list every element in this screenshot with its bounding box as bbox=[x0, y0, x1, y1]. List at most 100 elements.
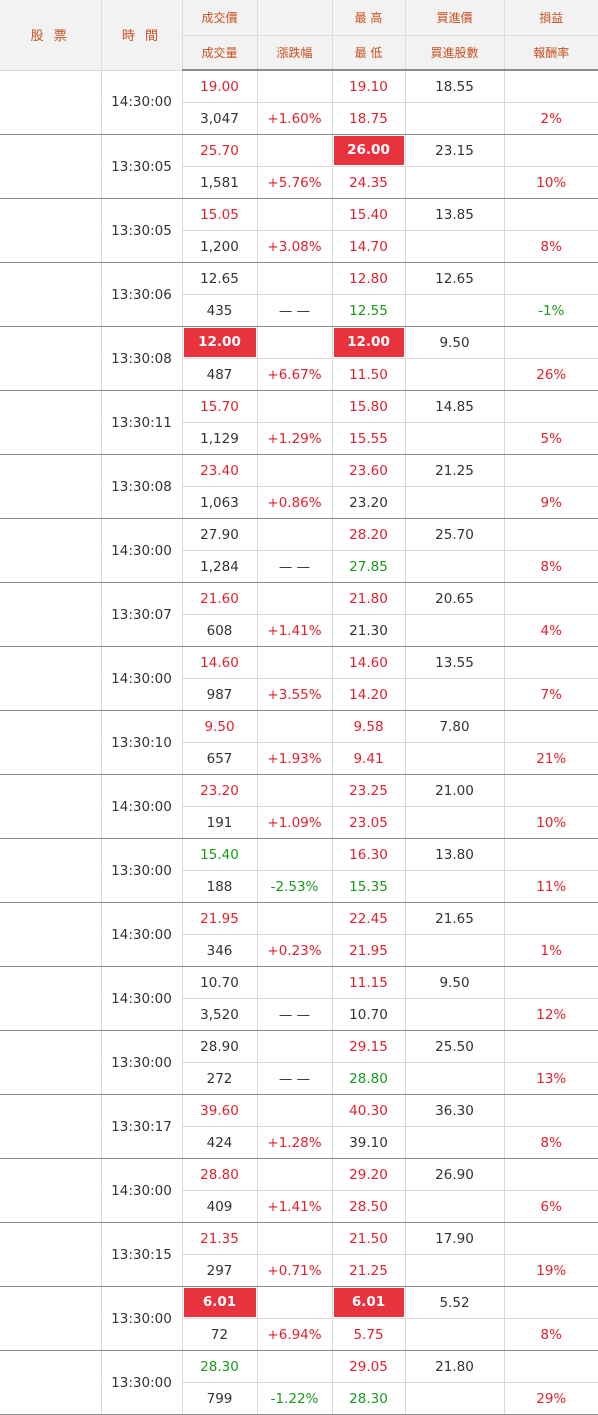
header-price[interactable]: 成交價 bbox=[182, 0, 258, 36]
stock-cell[interactable] bbox=[0, 518, 102, 551]
return-cell: 9% bbox=[504, 486, 598, 519]
stock-cell[interactable] bbox=[0, 1190, 102, 1223]
stock-cell[interactable] bbox=[0, 646, 102, 679]
stock-cell[interactable] bbox=[0, 550, 102, 583]
stock-row-bottom[interactable]: 3,047 +1.60% 18.75 2% bbox=[0, 102, 598, 135]
stock-row-top[interactable]: 14:30:00 28.80 29.20 26.90 bbox=[0, 1158, 598, 1223]
stock-row-top[interactable]: 13:30:15 21.35 21.50 17.90 bbox=[0, 1222, 598, 1287]
stock-cell[interactable] bbox=[0, 1254, 102, 1287]
stock-row-bottom[interactable]: 191 +1.09% 23.05 10% bbox=[0, 806, 598, 839]
stock-cell[interactable] bbox=[0, 390, 102, 423]
stock-row-bottom[interactable]: 487 +6.67% 11.50 26% bbox=[0, 358, 598, 391]
stock-row-bottom[interactable]: 1,581 +5.76% 24.35 10% bbox=[0, 166, 598, 199]
stock-row-top[interactable]: 14:30:00 19.00 19.10 18.55 bbox=[0, 70, 598, 135]
stock-cell[interactable] bbox=[0, 870, 102, 903]
stock-row-bottom[interactable]: 1,129 +1.29% 15.55 5% bbox=[0, 422, 598, 455]
stock-cell[interactable] bbox=[0, 1286, 102, 1319]
stock-cell[interactable] bbox=[0, 102, 102, 135]
header-stock[interactable]: 股 票 bbox=[0, 0, 102, 71]
stock-cell[interactable] bbox=[0, 326, 102, 359]
header-low[interactable]: 最 低 bbox=[332, 35, 406, 71]
stock-row-bottom[interactable]: 435— —12.55 -1% bbox=[0, 294, 598, 327]
stock-cell[interactable] bbox=[0, 806, 102, 839]
stock-row-top[interactable]: 13:30:08 12.00 12.00 9.50 bbox=[0, 326, 598, 391]
header-volume[interactable]: 成交量 bbox=[182, 35, 258, 71]
stock-row-top[interactable]: 14:30:00 27.90 28.20 25.70 bbox=[0, 518, 598, 583]
stock-row-bottom[interactable]: 424 +1.28% 39.10 8% bbox=[0, 1126, 598, 1159]
stock-cell[interactable] bbox=[0, 1382, 102, 1415]
stock-row-top[interactable]: 13:30:06 12.65 12.80 12.65 bbox=[0, 262, 598, 327]
stock-row-top[interactable]: 13:30:10 9.50 9.58 7.80 bbox=[0, 710, 598, 775]
stock-row-top[interactable]: 14:30:00 21.95 22.45 21.65 bbox=[0, 902, 598, 967]
stock-cell[interactable] bbox=[0, 742, 102, 775]
stock-row-top[interactable]: 13:30:05 25.70 26.00 23.15 bbox=[0, 134, 598, 199]
stock-row-bottom[interactable]: 297 +0.71% 21.25 19% bbox=[0, 1254, 598, 1287]
stock-row-bottom[interactable]: 409 +1.41% 28.50 6% bbox=[0, 1190, 598, 1223]
stock-row-bottom[interactable]: 272— —28.80 13% bbox=[0, 1062, 598, 1095]
stock-row-bottom[interactable]: 72 +6.94% 5.75 8% bbox=[0, 1318, 598, 1351]
stock-cell[interactable] bbox=[0, 1158, 102, 1191]
stock-row-top[interactable]: 13:30:08 23.40 23.60 21.25 bbox=[0, 454, 598, 519]
bid-shares-cell bbox=[405, 358, 505, 391]
stock-cell[interactable] bbox=[0, 1318, 102, 1351]
stock-cell[interactable] bbox=[0, 998, 102, 1031]
stock-row-top[interactable]: 13:30:00 6.01 6.01 5.52 bbox=[0, 1286, 598, 1351]
stock-cell[interactable] bbox=[0, 774, 102, 807]
stock-row-top[interactable]: 13:30:11 15.70 15.80 14.85 bbox=[0, 390, 598, 455]
stock-cell[interactable] bbox=[0, 358, 102, 391]
stock-cell[interactable] bbox=[0, 1030, 102, 1063]
stock-row-bottom[interactable]: 1,063 +0.86% 23.20 9% bbox=[0, 486, 598, 519]
stock-cell[interactable] bbox=[0, 486, 102, 519]
stock-cell[interactable] bbox=[0, 1126, 102, 1159]
stock-cell[interactable] bbox=[0, 838, 102, 871]
stock-row-top[interactable]: 14:30:00 10.70 11.15 9.50 bbox=[0, 966, 598, 1031]
bid-cell: 18.55 bbox=[405, 70, 505, 103]
stock-row-bottom[interactable]: 799 -1.22% 28.30 29% bbox=[0, 1382, 598, 1415]
stock-cell[interactable] bbox=[0, 710, 102, 743]
stock-cell[interactable] bbox=[0, 230, 102, 263]
stock-row-top[interactable]: 13:30:17 39.60 40.30 36.30 bbox=[0, 1094, 598, 1159]
stock-row-bottom[interactable]: 1,284— —27.85 8% bbox=[0, 550, 598, 583]
header-bid[interactable]: 買進價 bbox=[405, 0, 505, 36]
stock-row-bottom[interactable]: 608 +1.41% 21.30 4% bbox=[0, 614, 598, 647]
stock-cell[interactable] bbox=[0, 262, 102, 295]
stock-row-top[interactable]: 13:30:00 15.40 16.30 13.80 bbox=[0, 838, 598, 903]
stock-row-bottom[interactable]: 657 +1.93% 9.41 21% bbox=[0, 742, 598, 775]
volume-cell: 72 bbox=[182, 1318, 258, 1351]
stock-cell[interactable] bbox=[0, 1094, 102, 1127]
header-pnl[interactable]: 損益 bbox=[504, 0, 598, 36]
stock-cell[interactable] bbox=[0, 454, 102, 487]
stock-row-bottom[interactable]: 3,520— —10.70 12% bbox=[0, 998, 598, 1031]
stock-cell[interactable] bbox=[0, 1350, 102, 1383]
header-bid-shares[interactable]: 買進股數 bbox=[405, 35, 505, 71]
stock-row-top[interactable]: 13:30:00 28.90 29.15 25.50 bbox=[0, 1030, 598, 1095]
stock-row-bottom[interactable]: 188 -2.53% 15.35 11% bbox=[0, 870, 598, 903]
header-return[interactable]: 報酬率 bbox=[504, 35, 598, 71]
header-time[interactable]: 時 間 bbox=[101, 0, 183, 71]
stock-row-top[interactable]: 13:30:07 21.60 21.80 20.65 bbox=[0, 582, 598, 647]
stock-cell[interactable] bbox=[0, 934, 102, 967]
stock-cell[interactable] bbox=[0, 422, 102, 455]
stock-cell[interactable] bbox=[0, 1222, 102, 1255]
stock-cell[interactable] bbox=[0, 198, 102, 231]
stock-cell[interactable] bbox=[0, 294, 102, 327]
stock-row-top[interactable]: 14:30:00 14.60 14.60 13.55 bbox=[0, 646, 598, 711]
stock-cell[interactable] bbox=[0, 166, 102, 199]
stock-cell[interactable] bbox=[0, 70, 102, 103]
stock-cell[interactable] bbox=[0, 134, 102, 167]
stock-row-top[interactable]: 13:30:00 28.30 29.05 21.80 bbox=[0, 1350, 598, 1415]
stock-cell[interactable] bbox=[0, 966, 102, 999]
stock-cell[interactable] bbox=[0, 902, 102, 935]
stock-row-top[interactable]: 13:30:05 15.05 15.40 13.85 bbox=[0, 198, 598, 263]
stock-cell[interactable] bbox=[0, 1062, 102, 1095]
stock-cell[interactable] bbox=[0, 614, 102, 647]
price-cell: 12.00 bbox=[182, 326, 258, 359]
header-high[interactable]: 最 高 bbox=[332, 0, 406, 36]
stock-cell[interactable] bbox=[0, 582, 102, 615]
stock-row-top[interactable]: 14:30:00 23.20 23.25 21.00 bbox=[0, 774, 598, 839]
stock-row-bottom[interactable]: 346 +0.23% 21.95 1% bbox=[0, 934, 598, 967]
stock-row-bottom[interactable]: 1,200 +3.08% 14.70 8% bbox=[0, 230, 598, 263]
stock-row-bottom[interactable]: 987 +3.55% 14.20 7% bbox=[0, 678, 598, 711]
stock-cell[interactable] bbox=[0, 678, 102, 711]
header-change[interactable]: 漲跌幅 bbox=[257, 35, 333, 71]
